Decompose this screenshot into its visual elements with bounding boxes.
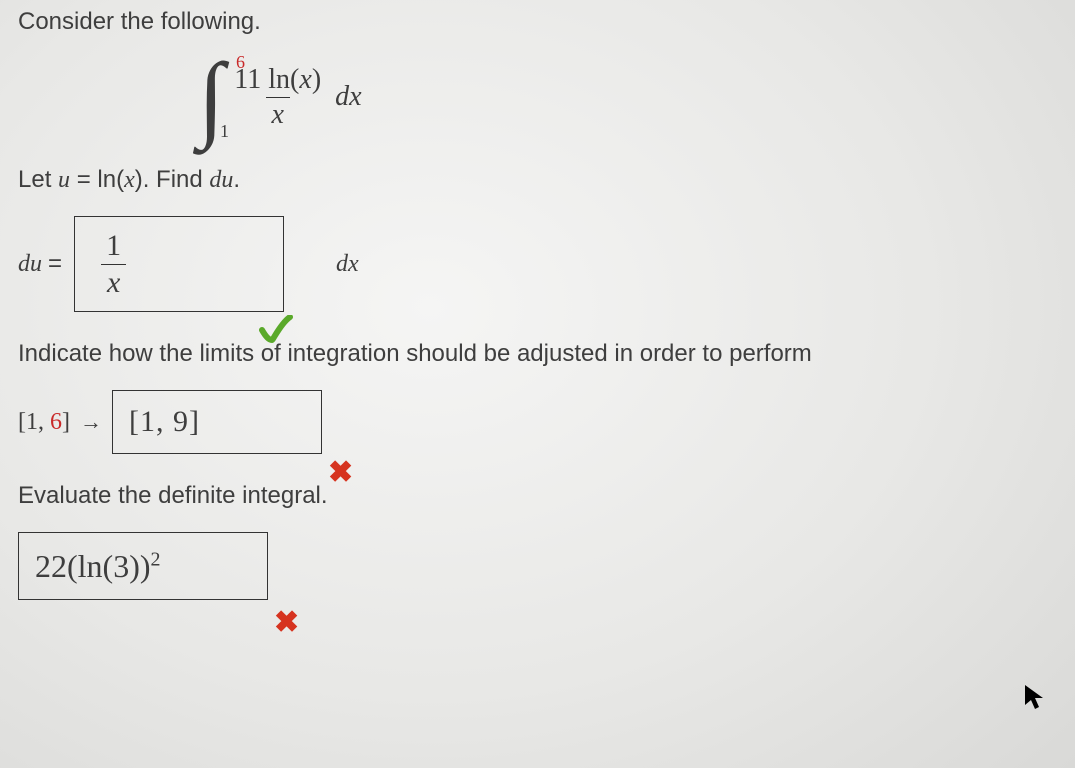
limits-instruction: Indicate how the limits of integration s… [18,340,1075,368]
cursor-icon [1023,683,1045,718]
limits-answer-box[interactable]: [1, 9] [112,390,322,454]
integral-expression: ∫ 6 1 11 ln(x) x dx [198,58,1075,136]
du-answer-frac: 1 x [101,230,126,298]
du-answer-box[interactable]: 1 x [74,216,284,312]
from-interval: [1, 6] [18,409,70,436]
du-answer-num: 1 [102,230,125,264]
integrand-arg: x [299,64,311,95]
integrand-denom: x [266,97,290,129]
check-icon [259,315,293,352]
final-answer: 22(ln(3))2 [35,548,161,585]
integral-upper: 6 [236,52,245,73]
final-sup: 2 [151,548,161,570]
final-row: 22(ln(3))2 ✖ [18,532,1075,600]
integral-symbol: ∫ 6 1 [198,58,224,136]
du-row: du = 1 x dx [18,216,1075,312]
integrand-diff: dx [335,81,361,113]
let-prefix: Let [18,166,58,193]
du-eq: = [48,250,62,278]
integrand-func: ln [268,64,290,95]
intro-text: Consider the following. [18,8,1075,36]
from-open: [ [18,409,26,435]
limits-row: [1, 6] → [1, 9] ✖ [18,390,1075,454]
from-a: 1 [26,409,38,435]
let-arg: x [124,167,135,193]
integrand-fraction: 11 ln(x) x [230,65,325,129]
evaluate-line: Evaluate the definite integral. [18,482,1075,510]
let-fn: ln( [97,166,124,193]
du-answer-den: x [101,264,126,299]
du-rhs: dx [336,251,359,278]
arrow-icon: → [80,409,102,435]
cross-icon: ✖ [328,455,353,490]
integral-lower: 1 [220,121,229,142]
du-lhs: du [18,251,42,278]
final-a: 22 [35,548,67,584]
from-b: 6 [50,409,62,435]
let-dot: . [233,166,240,193]
let-line: Let u = ln(x). Find du. [18,166,1075,194]
from-close: ] [62,409,70,435]
let-close: ). Find [135,166,210,193]
limits-answer: [1, 9] [129,405,200,439]
let-du: du [209,167,233,193]
let-u: u [58,167,70,193]
let-eq: = [70,166,97,193]
final-b: (ln(3)) [67,548,151,584]
from-sep: , [38,409,50,435]
final-answer-box[interactable]: 22(ln(3))2 [18,532,268,600]
cross-icon: ✖ [274,605,299,640]
